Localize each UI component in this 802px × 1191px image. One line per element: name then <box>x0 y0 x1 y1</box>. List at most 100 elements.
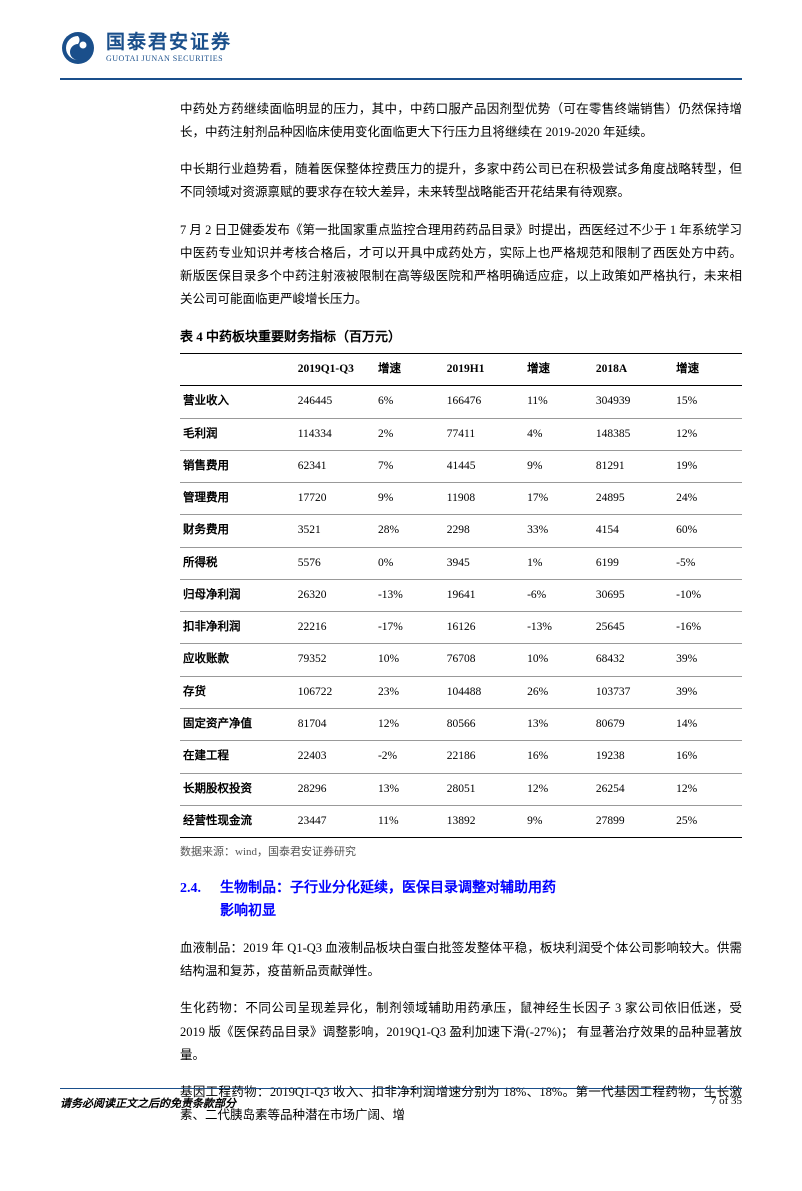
table-cell: 10% <box>524 644 593 676</box>
brand-text: 国泰君安证券 GUOTAI JUNAN SECURITIES <box>106 33 232 63</box>
financial-table: 2019Q1-Q3 增速 2019H1 增速 2018A 增速 营业收入2464… <box>180 353 742 838</box>
table-cell: 77411 <box>444 418 524 450</box>
paragraph-2: 中长期行业趋势看，随着医保整体控费压力的提升，多家中药公司已在积极尝试多角度战略… <box>180 158 742 204</box>
table-cell: 营业收入 <box>180 386 295 418</box>
table-cell: 6% <box>375 386 444 418</box>
table-cell: 19238 <box>593 741 673 773</box>
table-cell: 60% <box>673 515 742 547</box>
paragraph-3: 7 月 2 日卫健委发布《第一批国家重点监控合理用药药品目录》时提出，西医经过不… <box>180 219 742 312</box>
table-cell: 4154 <box>593 515 673 547</box>
table-cell: 246445 <box>295 386 375 418</box>
table-cell: 80566 <box>444 708 524 740</box>
brand-name-cn: 国泰君安证券 <box>106 33 232 54</box>
page-footer: 请务必阅读正文之后的免责条款部分 7 of 35 <box>60 1088 742 1111</box>
table-cell: 28296 <box>295 773 375 805</box>
table-row: 在建工程22403-2%2218616%1923816% <box>180 741 742 773</box>
th-2: 增速 <box>375 354 444 386</box>
table-row: 管理费用177209%1190817%2489524% <box>180 483 742 515</box>
section-title-line1: 生物制品：子行业分化延续，医保目录调整对辅助用药 <box>220 881 556 896</box>
table-cell: -5% <box>673 547 742 579</box>
table-cell: -13% <box>524 612 593 644</box>
table-cell: 经营性现金流 <box>180 805 295 837</box>
table-cell: 22403 <box>295 741 375 773</box>
table-cell: 23% <box>375 676 444 708</box>
table-row: 毛利润1143342%774114%14838512% <box>180 418 742 450</box>
table-cell: 39% <box>673 644 742 676</box>
table-cell: 9% <box>524 450 593 482</box>
table-row: 所得税55760%39451%6199-5% <box>180 547 742 579</box>
table-cell: 管理费用 <box>180 483 295 515</box>
table-cell: -2% <box>375 741 444 773</box>
table-cell: 3945 <box>444 547 524 579</box>
main-content: 中药处方药继续面临明显的压力，其中，中药口服产品因剂型优势（可在零售终端销售）仍… <box>60 98 742 1127</box>
table-cell: 19641 <box>444 579 524 611</box>
table-cell: 81291 <box>593 450 673 482</box>
table-cell: 33% <box>524 515 593 547</box>
table-cell: 304939 <box>593 386 673 418</box>
table-cell: 13% <box>375 773 444 805</box>
table-cell: 68432 <box>593 644 673 676</box>
table-cell: 39% <box>673 676 742 708</box>
table-cell: 11% <box>375 805 444 837</box>
table-row: 财务费用352128%229833%415460% <box>180 515 742 547</box>
table-cell: 销售费用 <box>180 450 295 482</box>
table-cell: 固定资产净值 <box>180 708 295 740</box>
section-number: 2.4. <box>180 878 220 900</box>
paragraph-4: 血液制品：2019 年 Q1-Q3 血液制品板块白蛋白批签发整体平稳，板块利润受… <box>180 937 742 983</box>
table-cell: 26320 <box>295 579 375 611</box>
brand-logo-icon <box>60 30 96 66</box>
table-cell: 在建工程 <box>180 741 295 773</box>
table-cell: 存货 <box>180 676 295 708</box>
table-cell: 114334 <box>295 418 375 450</box>
table-cell: 15% <box>673 386 742 418</box>
table-cell: 0% <box>375 547 444 579</box>
table-cell: 7% <box>375 450 444 482</box>
table-cell: 1% <box>524 547 593 579</box>
table-cell: 毛利润 <box>180 418 295 450</box>
table-cell: 11908 <box>444 483 524 515</box>
table-cell: 12% <box>673 418 742 450</box>
table-header-row: 2019Q1-Q3 增速 2019H1 增速 2018A 增速 <box>180 354 742 386</box>
table-cell: 22186 <box>444 741 524 773</box>
table-cell: 2298 <box>444 515 524 547</box>
table-cell: 62341 <box>295 450 375 482</box>
paragraph-5: 生化药物：不同公司呈现差异化，制剂领域辅助用药承压，鼠神经生长因子 3 家公司依… <box>180 997 742 1066</box>
table-cell: 16% <box>673 741 742 773</box>
table-row: 营业收入2464456%16647611%30493915% <box>180 386 742 418</box>
table-cell: 3521 <box>295 515 375 547</box>
table-cell: 23447 <box>295 805 375 837</box>
table-cell: 12% <box>375 708 444 740</box>
table-row: 销售费用623417%414459%8129119% <box>180 450 742 482</box>
table-cell: 应收账款 <box>180 644 295 676</box>
table-source: 数据来源：wind，国泰君安证券研究 <box>180 842 742 862</box>
th-4: 增速 <box>524 354 593 386</box>
table-cell: 28051 <box>444 773 524 805</box>
section-heading: 2.4.生物制品：子行业分化延续，医保目录调整对辅助用药 影响初显 <box>180 878 742 923</box>
table-cell: 4% <box>524 418 593 450</box>
table-cell: 11% <box>524 386 593 418</box>
table-cell: 6199 <box>593 547 673 579</box>
table-cell: 13% <box>524 708 593 740</box>
table-cell: 9% <box>375 483 444 515</box>
table-cell: 16126 <box>444 612 524 644</box>
th-6: 增速 <box>673 354 742 386</box>
table-cell: 26% <box>524 676 593 708</box>
table-cell: 5576 <box>295 547 375 579</box>
footer-page-number: 7 of 35 <box>711 1095 742 1111</box>
table-cell: 76708 <box>444 644 524 676</box>
table-row: 长期股权投资2829613%2805112%2625412% <box>180 773 742 805</box>
section-title-line2: 影响初显 <box>180 901 742 923</box>
th-3: 2019H1 <box>444 354 524 386</box>
table-cell: 19% <box>673 450 742 482</box>
table-cell: 10% <box>375 644 444 676</box>
footer-disclaimer: 请务必阅读正文之后的免责条款部分 <box>60 1095 236 1111</box>
table-cell: 166476 <box>444 386 524 418</box>
table-cell: 79352 <box>295 644 375 676</box>
paragraph-1: 中药处方药继续面临明显的压力，其中，中药口服产品因剂型优势（可在零售终端销售）仍… <box>180 98 742 144</box>
table-cell: 扣非净利润 <box>180 612 295 644</box>
table-cell: 17720 <box>295 483 375 515</box>
th-5: 2018A <box>593 354 673 386</box>
table-cell: 14% <box>673 708 742 740</box>
table-cell: 22216 <box>295 612 375 644</box>
table-row: 应收账款7935210%7670810%6843239% <box>180 644 742 676</box>
